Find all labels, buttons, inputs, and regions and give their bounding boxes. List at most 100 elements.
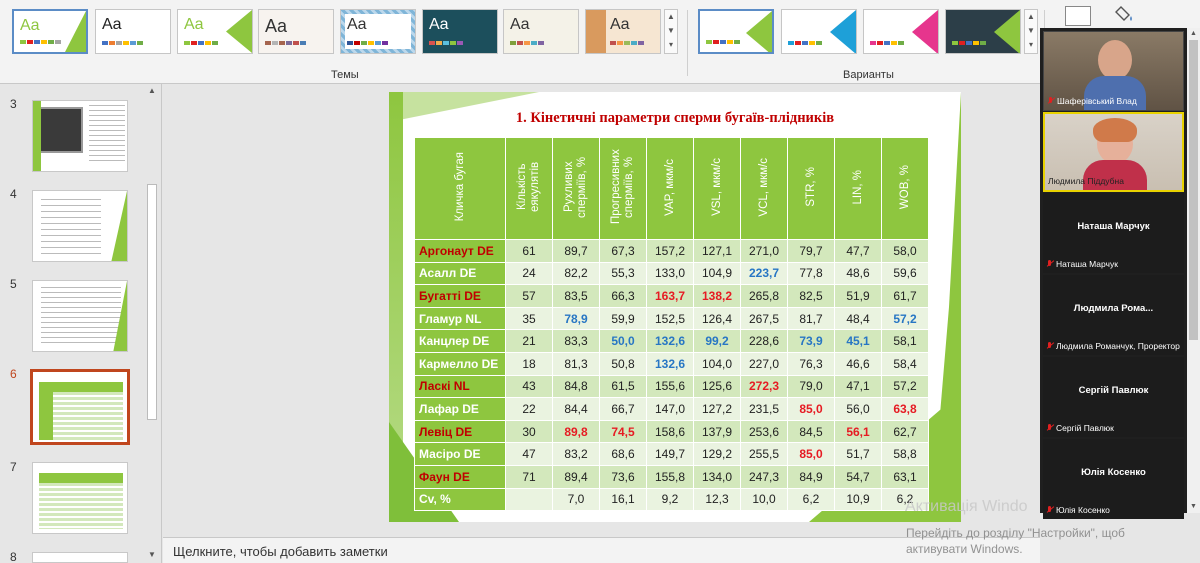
table-cell: 82,2 bbox=[552, 261, 600, 286]
table-cell: 10,9 bbox=[834, 487, 882, 512]
format-background-icon[interactable] bbox=[1115, 4, 1137, 26]
participant-name: Наташа Марчук bbox=[1077, 221, 1150, 232]
windows-activation-watermark-title: Активація Windo bbox=[905, 498, 1028, 515]
scrollbar-thumb[interactable] bbox=[147, 184, 157, 420]
table-cell: 66,3 bbox=[599, 284, 647, 308]
table-cell: 271,0 bbox=[740, 239, 788, 263]
muted-mic-icon bbox=[1046, 506, 1054, 514]
scroll-down-icon[interactable]: ▼ bbox=[148, 550, 156, 559]
table-cell: 129,2 bbox=[693, 442, 741, 466]
theme-sample-text: Aa bbox=[347, 16, 367, 33]
table-cell: 227,0 bbox=[740, 351, 788, 376]
slide-size-icon[interactable] bbox=[1065, 6, 1091, 26]
table-cell: 89,7 bbox=[552, 239, 600, 263]
table-row: Левіц DE 30 89,8 74,5 158,6 137,9 253,6 84,5 56,… bbox=[414, 419, 929, 444]
slide-number: 4 bbox=[10, 187, 17, 201]
row-label: Аргонаут DE bbox=[414, 239, 506, 263]
theme-2[interactable]: Aa bbox=[177, 9, 253, 54]
table-cell: 22 bbox=[505, 397, 553, 421]
participant-tile[interactable]: Юлія Косенко Юлія Косенко bbox=[1043, 439, 1184, 519]
table-cell: 30 bbox=[505, 419, 553, 444]
video-panel-scrollbar[interactable]: ▲ ▼ bbox=[1187, 28, 1200, 513]
slide-number: 6 bbox=[10, 367, 17, 381]
slide-thumbnail-5[interactable] bbox=[32, 280, 128, 352]
participant-tile[interactable]: Сергій Павлюк Сергій Павлюк bbox=[1043, 357, 1184, 437]
slide-thumbnail-7[interactable] bbox=[32, 462, 128, 534]
table-cell: 46,6 bbox=[834, 351, 882, 376]
table-cell: 228,6 bbox=[740, 329, 788, 353]
table-cell: 247,3 bbox=[740, 464, 788, 489]
table-cell: 71 bbox=[505, 464, 553, 489]
table-cell: 16,1 bbox=[599, 487, 647, 512]
table-row: Канцлер DE 21 83,3 50,0 132,6 99,2 228,6 73,9 45… bbox=[414, 329, 929, 353]
table-cell: 35 bbox=[505, 306, 553, 331]
slide-number: 7 bbox=[10, 460, 17, 474]
participant-hair bbox=[1093, 118, 1137, 142]
table-cell: 68,6 bbox=[599, 442, 647, 466]
variant-2[interactable] bbox=[781, 9, 857, 54]
slide-thumbnail-3[interactable] bbox=[32, 100, 128, 172]
table-cell: 79,7 bbox=[787, 239, 835, 263]
scrollbar-thumb[interactable] bbox=[1189, 40, 1198, 340]
table-cell: 47,7 bbox=[834, 239, 882, 263]
variants-gallery-scroll[interactable]: ▲ ▼ ▾ bbox=[1024, 9, 1038, 54]
theme-7[interactable]: Aa bbox=[585, 9, 661, 54]
theme-4[interactable]: Aa bbox=[340, 9, 416, 54]
participant-video-tile-active[interactable]: Людмила Піддубна bbox=[1043, 112, 1184, 192]
table-cell: 155,6 bbox=[646, 374, 694, 399]
table-cell: 99,2 bbox=[693, 329, 741, 353]
participant-tile[interactable]: Наташа Марчук Наташа Марчук bbox=[1043, 193, 1184, 273]
table-row: Ласкі NL 43 84,8 61,5 155,6 125,6 272,3 79,0 47,… bbox=[414, 374, 929, 399]
notes-pane[interactable]: Щелкните, чтобы добавить заметки bbox=[163, 537, 1040, 563]
table-row: Фаун DE 71 89,4 73,6 155,8 134,0 247,3 84,9 54,7… bbox=[414, 464, 929, 489]
slide-thumbnail-8[interactable] bbox=[32, 552, 128, 563]
table-cell: 83,2 bbox=[552, 442, 600, 466]
table-cell: 56,0 bbox=[834, 397, 882, 421]
scroll-up-icon[interactable]: ▲ bbox=[148, 86, 156, 95]
theme-1[interactable]: Aa bbox=[95, 9, 171, 54]
theme-5[interactable]: Aa bbox=[422, 9, 498, 54]
participant-video-tile[interactable]: Шаферівський Влад bbox=[1043, 31, 1184, 111]
table-cell: 55,3 bbox=[599, 261, 647, 286]
table-cell: 85,0 bbox=[787, 397, 835, 421]
theme-sample-text: Aa bbox=[265, 16, 288, 36]
participant-tile[interactable]: Людмила Рома... Людмила Романчук, Прорек… bbox=[1043, 275, 1184, 355]
themes-gallery-scroll[interactable]: ▲ ▼ ▾ bbox=[664, 9, 678, 54]
participant-shirt bbox=[1084, 76, 1146, 110]
muted-mic-icon bbox=[1046, 342, 1054, 350]
table-cell: 24 bbox=[505, 261, 553, 286]
scroll-up-icon[interactable]: ▲ bbox=[1190, 30, 1197, 37]
variant-1[interactable] bbox=[698, 9, 774, 54]
current-slide[interactable]: 1. Кінетичні параметри сперми бугаїв-плі… bbox=[389, 92, 961, 522]
slide-thumbnail-4[interactable] bbox=[32, 190, 128, 262]
theme-office-theme[interactable]: Aa bbox=[12, 9, 88, 54]
theme-6[interactable]: Aa bbox=[503, 9, 579, 54]
theme-sample-text: Aa bbox=[20, 17, 40, 34]
theme-sample-text: Aa bbox=[184, 16, 204, 33]
table-cell: 57,2 bbox=[881, 374, 929, 399]
variant-3[interactable] bbox=[863, 9, 939, 54]
slide-thumbnail-6[interactable] bbox=[30, 369, 130, 445]
column-header: Кількість еякулятів bbox=[505, 137, 553, 240]
participant-name: Сергій Павлюк bbox=[1078, 385, 1149, 396]
theme-3[interactable]: Aa bbox=[258, 9, 334, 54]
row-label: Гламур NL bbox=[414, 306, 506, 331]
table-cell: 83,3 bbox=[552, 329, 600, 353]
slide-thumbnail-panel: 3 4 5 6 7 8 ▲ ▼ bbox=[0, 84, 162, 563]
table-cell: 7,0 bbox=[552, 487, 600, 512]
variant-4[interactable] bbox=[945, 9, 1021, 54]
row-label: Ласкі NL bbox=[414, 374, 506, 399]
scroll-down-icon[interactable]: ▼ bbox=[1190, 503, 1197, 510]
table-cell: 157,2 bbox=[646, 239, 694, 263]
slide-panel-scrollbar[interactable]: ▲ ▼ bbox=[145, 84, 159, 563]
table-cell: 61,7 bbox=[881, 284, 929, 308]
table-cell: 82,5 bbox=[787, 284, 835, 308]
table-cell: 81,7 bbox=[787, 306, 835, 331]
table-cell: 89,8 bbox=[552, 419, 600, 444]
table-header-row: Кличка бугая Кількість еякулятів Рухливи… bbox=[414, 137, 929, 240]
participant-shirt bbox=[1083, 160, 1147, 190]
row-label: Кармелло DE bbox=[414, 351, 506, 376]
table-cell: 138,2 bbox=[693, 284, 741, 308]
row-label: Канцлер DE bbox=[414, 329, 506, 353]
slide-number: 3 bbox=[10, 97, 17, 111]
